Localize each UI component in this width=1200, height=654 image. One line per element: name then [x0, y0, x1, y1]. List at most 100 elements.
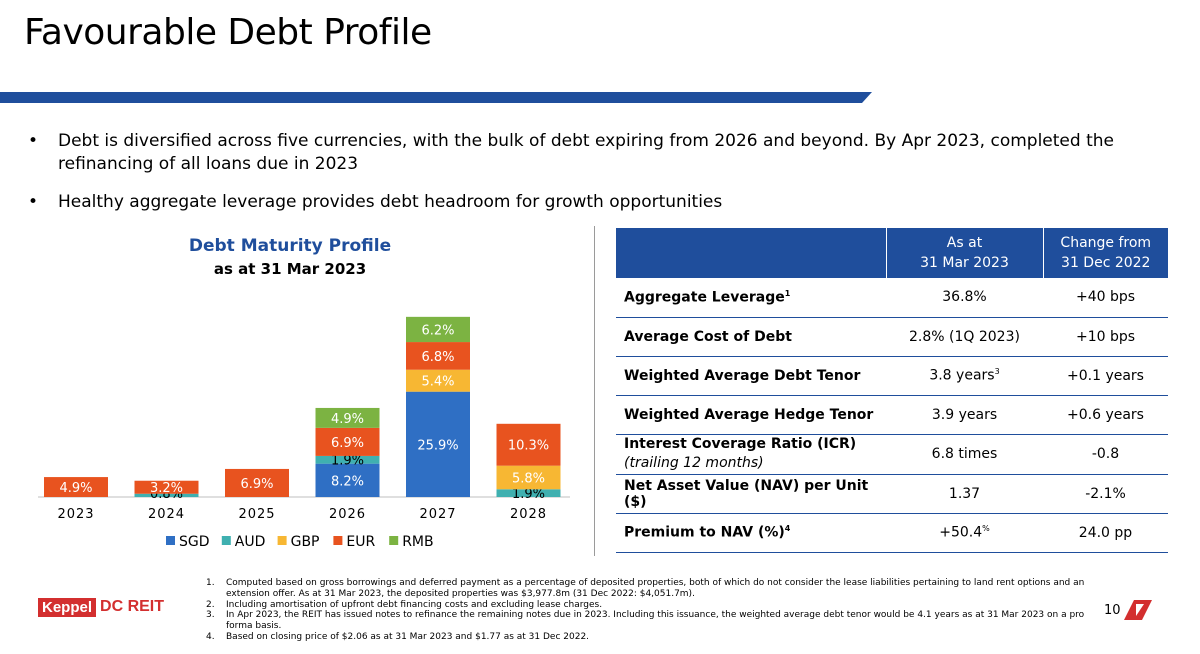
table-row: Interest Coverage Ratio (ICR) (trailing 1…	[616, 434, 1168, 475]
data-label: 6.9%	[331, 436, 364, 451]
footnote-item: 1. Computed based on gross borrowings and…	[206, 578, 1086, 600]
footnote-number: 3.	[206, 610, 215, 621]
metric-label: Premium to NAV (%)	[624, 524, 785, 541]
data-label: 1.9%	[331, 454, 364, 469]
title-underline-bar	[0, 92, 872, 103]
bar-segment	[496, 423, 561, 466]
debt-metrics-table: As at 31 Mar 2023 Change from 31 Dec 202…	[616, 228, 1168, 553]
value-as-at: 36.8%	[886, 278, 1043, 318]
chart-canvas: 4.9%20230.8%3.2%20246.9%20258.2%1.9%6.9%…	[38, 316, 570, 550]
legend-label: GBP	[291, 534, 320, 550]
metric-label: Weighted Average Hedge Tenor	[624, 406, 874, 423]
value-text: 1.37	[948, 485, 981, 502]
vertical-divider	[594, 226, 595, 556]
legend-label: AUD	[235, 534, 266, 550]
metric-label: Weighted Average Debt Tenor	[624, 367, 861, 384]
value-sup: %	[982, 524, 990, 534]
header-as-at: As at 31 Mar 2023	[885, 228, 1043, 278]
bar-segment	[315, 455, 380, 464]
value-text: 6.8 times	[931, 445, 998, 462]
metric-label: Average Cost of Debt	[624, 328, 792, 345]
footnote-ref: 1	[784, 288, 791, 298]
value-text: 3.8 years	[929, 367, 995, 384]
data-label: 6.9%	[240, 477, 273, 492]
footnotes: 1. Computed based on gross borrowings and…	[206, 578, 1086, 643]
bullet-dot: •	[28, 131, 39, 151]
metric-name: Aggregate Leverage1	[616, 278, 886, 318]
legend-swatch	[221, 536, 231, 545]
bullet-text: Debt is diversified across five currenci…	[58, 131, 1114, 174]
bullet-dot: •	[28, 192, 39, 212]
bar-segment	[406, 369, 470, 392]
metric-name: Weighted Average Debt Tenor	[616, 356, 886, 396]
bar-segment	[406, 342, 470, 370]
company-logo: Keppel DC REIT	[38, 596, 164, 618]
bullet-text: Healthy aggregate leverage provides debt…	[58, 192, 723, 212]
bar-segment	[225, 468, 289, 497]
footnote-number: 4.	[206, 631, 215, 642]
footnote-text: Computed based on gross borrowings and d…	[226, 578, 1085, 599]
value-change: -2.1%	[1043, 474, 1168, 514]
table-row: Weighted Average Hedge Tenor 3.9 years +0.…	[616, 395, 1168, 435]
bullet-item: • Debt is diversified across five curren…	[28, 130, 1168, 176]
metric-name: Interest Coverage Ratio (ICR) (trailing 1…	[616, 434, 886, 475]
data-label: 4.9%	[59, 481, 92, 496]
page-mark-icon	[1124, 600, 1152, 624]
table-row: Aggregate Leverage1 36.8% +40 bps	[616, 278, 1168, 318]
value-change: +0.6 years	[1043, 395, 1168, 435]
bar-segment	[496, 489, 561, 497]
bar-segment	[315, 463, 380, 497]
bar-segment	[496, 465, 561, 490]
table-row: Premium to NAV (%)4 +50.4% 24.0 pp	[616, 513, 1168, 553]
x-tick-label: 2027	[419, 507, 456, 522]
metric-label: Aggregate Leverage	[624, 289, 785, 306]
legend-label: EUR	[346, 534, 375, 550]
bullet-item: • Healthy aggregate leverage provides de…	[28, 191, 1168, 214]
bar-segment	[315, 427, 380, 456]
x-tick-label: 2023	[57, 507, 94, 522]
data-label: 25.9%	[417, 438, 458, 453]
metric-name: Average Cost of Debt	[616, 317, 886, 357]
footnote-text: In Apr 2023, the REIT has issued notes t…	[226, 610, 1085, 632]
slide-title: Favourable Debt Profile	[24, 12, 432, 53]
data-label: 3.2%	[150, 481, 183, 496]
value-text: +50.4	[939, 524, 983, 541]
data-label: 5.4%	[421, 375, 454, 390]
data-label: 1.9%	[512, 487, 545, 502]
x-tick-label: 2025	[238, 507, 275, 522]
metric-label: Net Asset Value (NAV) per Unit ($)	[624, 477, 869, 510]
legend-swatch	[333, 536, 343, 545]
value-as-at: 3.9 years	[886, 395, 1043, 435]
logo-dcreit: DC REIT	[100, 598, 165, 615]
data-label: 4.9%	[331, 412, 364, 427]
debt-maturity-chart: 4.9% 2023 0.8% 3.2% 2024 6.9% 2025 8.2% 1.9% 6.9%…	[30, 234, 570, 564]
value-change: +10 bps	[1043, 317, 1168, 357]
metric-name: Weighted Average Hedge Tenor	[616, 395, 886, 435]
value-as-at: +50.4%	[886, 513, 1043, 553]
value-as-at: 6.8 times	[886, 434, 1043, 475]
legend-label: SGD	[179, 534, 210, 550]
chart-subtitle: as at 31 Mar 2023	[213, 260, 367, 278]
header-line: 31 Dec 2022	[1061, 255, 1151, 271]
page-number: 10	[1104, 603, 1121, 618]
value-sup: 3	[994, 367, 1000, 377]
table-row: Net Asset Value (NAV) per Unit ($) 1.37 -2…	[616, 474, 1168, 514]
value-change: 24.0 pp	[1043, 513, 1168, 553]
footnote-number: 2.	[206, 599, 215, 610]
data-label: 6.2%	[421, 323, 454, 338]
footnote-item: 4. Based on closing price of $2.06 as at …	[206, 632, 1086, 643]
value-as-at: 3.8 years3	[886, 356, 1043, 396]
table-header-row: As at 31 Mar 2023 Change from 31 Dec 202…	[616, 228, 1168, 278]
header-line: 31 Mar 2023	[920, 255, 1009, 271]
bar-segment	[315, 407, 380, 428]
data-label: 5.8%	[512, 471, 545, 486]
value-text: 2.8% (1Q 2023)	[909, 328, 1020, 345]
bullet-list: • Debt is diversified across five curren…	[28, 130, 1168, 229]
footnote-item: 2. Including amortisation of upfront debt…	[206, 600, 1086, 611]
value-change: -0.8	[1043, 434, 1168, 475]
value-text: 36.8%	[942, 289, 987, 306]
legend-swatch	[389, 536, 399, 545]
value-as-at: 2.8% (1Q 2023)	[886, 317, 1043, 357]
legend-swatch	[277, 536, 287, 545]
metric-name: Net Asset Value (NAV) per Unit ($)	[616, 474, 886, 514]
